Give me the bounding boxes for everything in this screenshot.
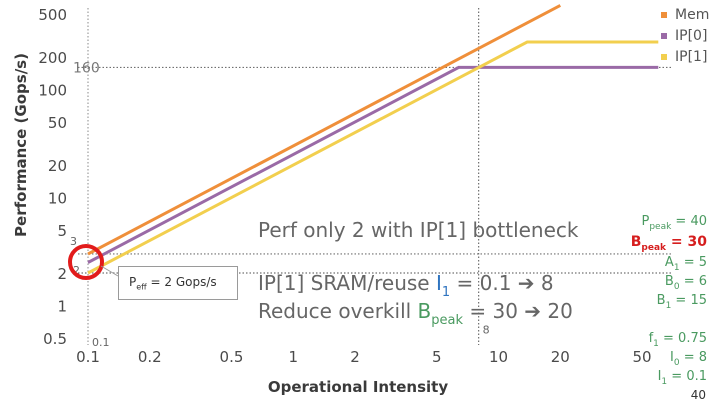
y-tick-label: 100 bbox=[38, 81, 67, 99]
x-tick-label: 50 bbox=[632, 348, 651, 366]
annotation-bottleneck: Perf only 2 with IP[1] bottleneck bbox=[258, 218, 579, 242]
label-layer: 320.18 bbox=[70, 235, 490, 349]
parameter-b-1: B1 = 15 bbox=[657, 293, 707, 311]
y-tick-label: 50 bbox=[48, 114, 67, 132]
y-tick-label: 2 bbox=[57, 265, 67, 283]
x-tick-label: 2 bbox=[350, 348, 360, 366]
y-tick-label: 200 bbox=[38, 49, 67, 67]
legend-swatch bbox=[661, 12, 667, 18]
series-line-ip1 bbox=[87, 40, 659, 275]
x-tick-label: 0.2 bbox=[138, 348, 162, 366]
x-axis-title: Operational Intensity bbox=[268, 378, 448, 396]
callout-text: Peff = 2 Gops/s bbox=[129, 275, 217, 292]
parameter-a-1: A1 = 5 bbox=[665, 255, 707, 273]
legend-label: IP[0] bbox=[675, 28, 707, 44]
annotation-sram-reuse: IP[1] SRAM/reuse I1 = 0.1 ➔ 8 bbox=[258, 271, 554, 300]
small-label: 3 bbox=[70, 235, 77, 248]
parameter-b-0: B0 = 6 bbox=[665, 274, 707, 292]
callout-box: Peff = 2 Gops/s bbox=[118, 266, 238, 300]
page-number: 40 bbox=[691, 388, 706, 402]
parameter-i-0: I0 = 8 bbox=[670, 350, 707, 368]
legend-swatch bbox=[661, 33, 667, 39]
y-tick-label: 20 bbox=[48, 157, 67, 175]
x-tick-label: 20 bbox=[551, 348, 570, 366]
series-layer bbox=[87, 4, 659, 275]
y-tick-label: 0.5 bbox=[43, 330, 67, 348]
legend: Mem IP[0] IP[1] bbox=[661, 7, 709, 65]
small-label: 8 bbox=[483, 324, 490, 337]
parameter-i-1: I1 = 0.1 bbox=[658, 369, 707, 387]
callout-leader bbox=[100, 265, 119, 277]
y-tick-label: 5 bbox=[57, 222, 67, 240]
parameter-b-peak: Bpeak = 30 bbox=[631, 234, 708, 253]
tick-layer: 0.1 0.2 0.5 1 2 5 10 20 50 0.5 1 2 5 10 20 50 100 200 500 bbox=[38, 6, 651, 366]
x-tick-label: 0.1 bbox=[76, 348, 100, 366]
x-tick-label: 5 bbox=[432, 348, 442, 366]
small-label: 2 bbox=[73, 264, 80, 277]
y-axis-title: Performance (Gops/s) bbox=[12, 53, 30, 237]
x-tick-label: 1 bbox=[288, 348, 298, 366]
legend-label: Mem bbox=[675, 7, 709, 23]
parameter-f-1: f1 = 0.75 bbox=[649, 331, 707, 349]
reference-label-160: 160 bbox=[73, 60, 100, 76]
annotation-reduce-overkill: Reduce overkill Bpeak = 30 ➔ 20 bbox=[258, 299, 573, 328]
series-line-ip0 bbox=[87, 65, 659, 264]
x-tick-label: 10 bbox=[489, 348, 508, 366]
legend-label: IP[1] bbox=[675, 49, 707, 65]
y-tick-label: 500 bbox=[38, 6, 67, 24]
series-line-mem bbox=[87, 4, 561, 256]
legend-swatch bbox=[661, 54, 667, 60]
small-label: 0.1 bbox=[92, 336, 110, 349]
parameter-p-peak: Ppeak = 40 bbox=[641, 214, 707, 232]
y-tick-label: 10 bbox=[48, 189, 67, 207]
highlight-circle bbox=[68, 244, 104, 280]
parameter-list: Ppeak = 40 Bpeak = 30 A1 = 5B0 = 6B1 = 15 f… bbox=[631, 214, 708, 387]
x-tick-label: 0.5 bbox=[220, 348, 244, 366]
y-tick-label: 1 bbox=[57, 297, 67, 315]
